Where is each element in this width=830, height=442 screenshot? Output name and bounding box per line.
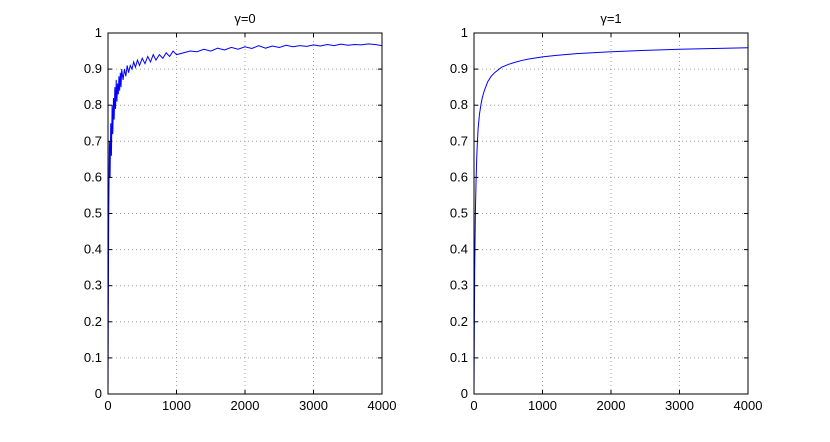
- left-ytick-label-4: 0.4: [84, 242, 102, 257]
- right-subplot: γ=1 0 1000 2000 3000 4000 0 0.1 0.2 0.3 0.4 0.5 0.6…: [450, 11, 763, 413]
- left-xtick-label-3000: 3000: [299, 398, 328, 413]
- left-ytick-label-6: 0.6: [84, 169, 102, 184]
- right-ytick-label-8: 0.8: [450, 97, 468, 112]
- left-ytick-label-5: 0.5: [84, 206, 102, 221]
- left-xtick-label-0: 0: [104, 398, 111, 413]
- left-series-line-0: [107, 43, 383, 395]
- left-ytick-label-7: 0.7: [84, 133, 102, 148]
- left-xtick-label-4000: 4000: [368, 398, 397, 413]
- right-ytick-label-3: 0.3: [450, 278, 468, 293]
- right-xtick-label-2000: 2000: [597, 398, 626, 413]
- left-ytick-label-0: 0: [95, 386, 102, 401]
- right-ytick-label-10: 1: [461, 25, 468, 40]
- right-xtick-label-0: 0: [470, 398, 477, 413]
- left-ytick-label-1: 0.1: [84, 350, 102, 365]
- left-subplot-title: γ=0: [234, 11, 255, 26]
- left-xtick-label-1000: 1000: [162, 398, 191, 413]
- right-ytick-label-1: 0.1: [450, 350, 468, 365]
- left-ytick-label-10: 1: [95, 25, 102, 40]
- right-ytick-label-6: 0.6: [450, 169, 468, 184]
- right-series-line-0: [473, 47, 749, 395]
- right-xtick-label-1000: 1000: [528, 398, 557, 413]
- right-ytick-label-7: 0.7: [450, 133, 468, 148]
- right-ytick-label-0: 0: [461, 386, 468, 401]
- right-ytick-label-4: 0.4: [450, 242, 468, 257]
- left-ytick-label-2: 0.2: [84, 314, 102, 329]
- right-ytick-label-9: 0.9: [450, 61, 468, 76]
- left-xtick-label-2000: 2000: [231, 398, 260, 413]
- right-ytick-label-2: 0.2: [450, 314, 468, 329]
- right-xtick-label-3000: 3000: [665, 398, 694, 413]
- left-ytick-label-9: 0.9: [84, 61, 102, 76]
- left-subplot: γ=0 0 1000 2000 3000 4000 0 0.1 0.2 0.3 0.4 0.5 0.6…: [84, 11, 397, 413]
- right-subplot-title: γ=1: [600, 11, 621, 26]
- left-ytick-label-3: 0.3: [84, 278, 102, 293]
- right-ytick-label-5: 0.5: [450, 206, 468, 221]
- right-xtick-label-4000: 4000: [734, 398, 763, 413]
- left-ytick-label-8: 0.8: [84, 97, 102, 112]
